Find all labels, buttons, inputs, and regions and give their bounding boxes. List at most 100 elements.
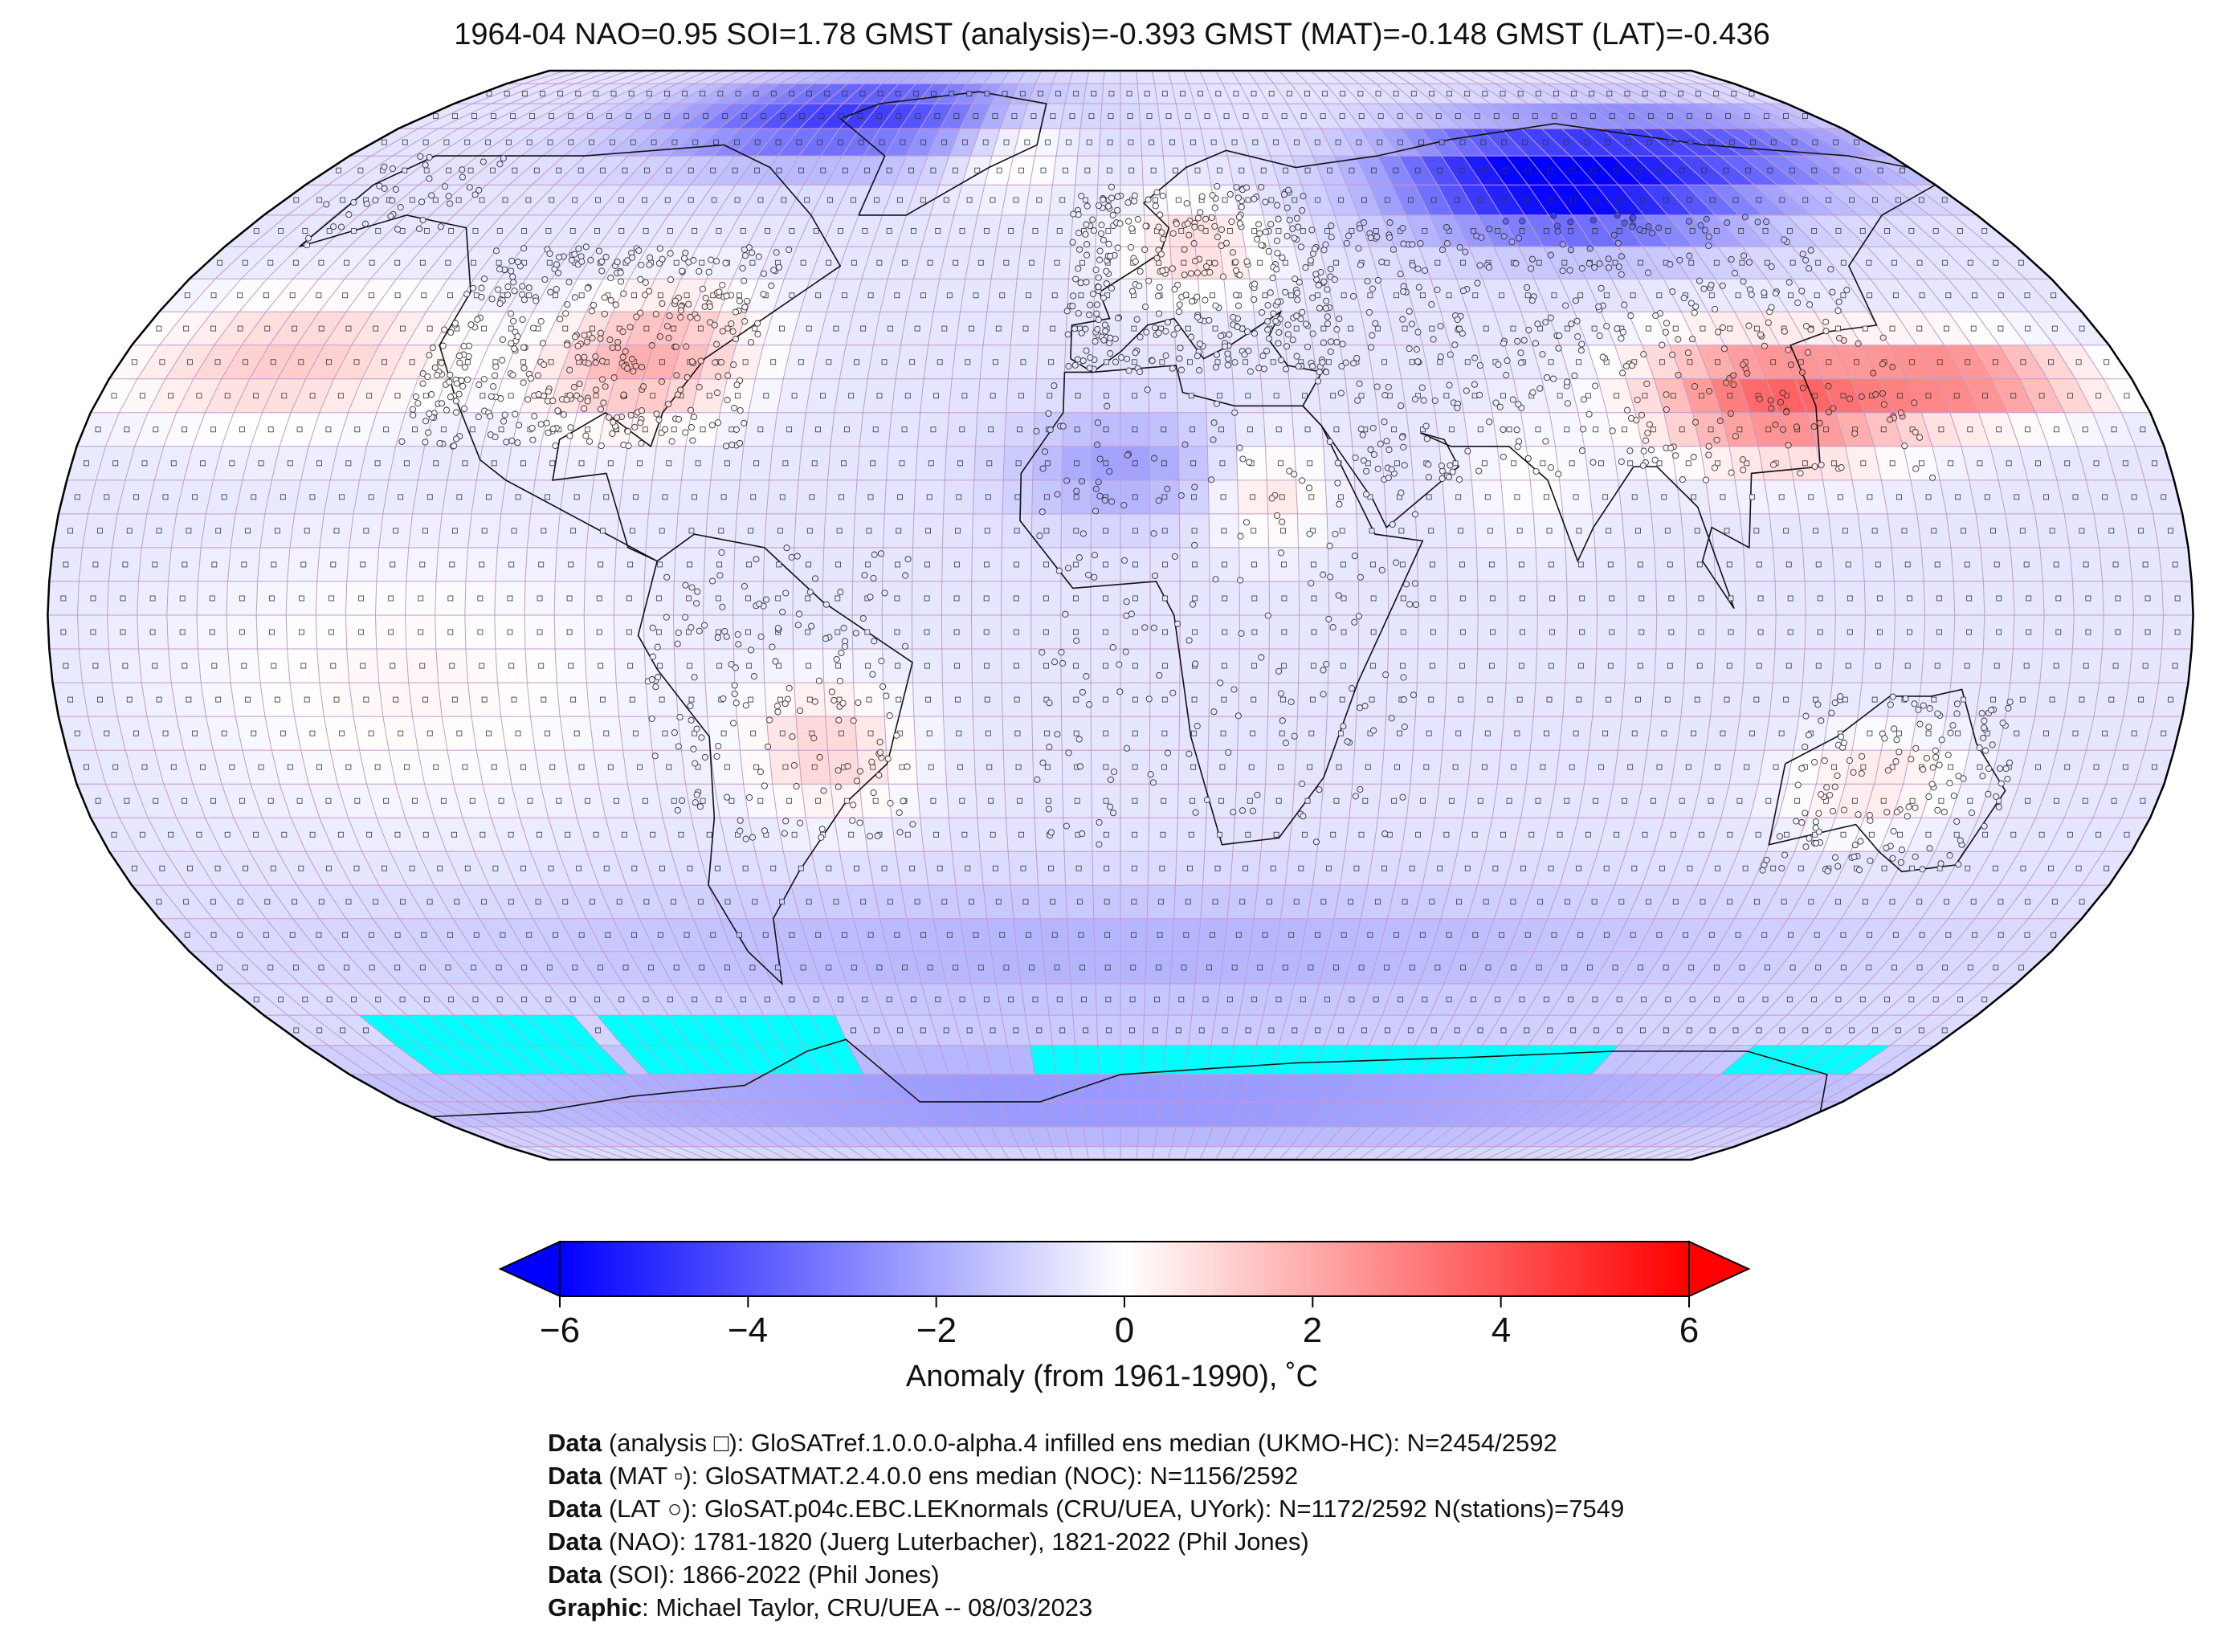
analysis-marker xyxy=(745,629,751,635)
analysis-marker xyxy=(839,730,844,736)
analysis-marker xyxy=(715,865,720,871)
analysis-marker xyxy=(1867,292,1873,299)
analysis-marker xyxy=(553,292,558,299)
analysis-marker xyxy=(1128,139,1134,145)
analysis-marker xyxy=(843,797,850,804)
analysis-marker xyxy=(1895,197,1901,203)
analysis-marker xyxy=(1699,831,1704,838)
analysis-marker xyxy=(264,325,271,332)
analysis-marker xyxy=(781,197,787,203)
analysis-marker xyxy=(1907,595,1912,602)
analysis-marker xyxy=(1557,393,1563,399)
analysis-marker xyxy=(627,561,634,568)
station-marker xyxy=(410,411,417,418)
analysis-marker xyxy=(1410,91,1417,97)
analysis-marker xyxy=(1854,359,1859,365)
analysis-marker xyxy=(664,113,671,120)
analysis-marker xyxy=(1190,764,1197,770)
analysis-marker xyxy=(2112,663,2119,669)
analysis-marker xyxy=(446,167,452,173)
analysis-marker xyxy=(1481,460,1487,467)
analysis-marker xyxy=(1219,764,1226,770)
analysis-marker xyxy=(224,393,231,399)
analysis-marker xyxy=(1045,139,1051,145)
analysis-marker xyxy=(1020,865,1026,871)
analysis-marker xyxy=(1757,629,1764,635)
analysis-marker xyxy=(1429,663,1435,669)
analysis-marker xyxy=(360,663,366,669)
station-marker xyxy=(622,348,629,355)
analysis-marker xyxy=(521,91,528,97)
analysis-marker xyxy=(1783,113,1789,120)
analysis-marker xyxy=(1488,663,1495,669)
analysis-marker xyxy=(1132,663,1138,669)
grid-cell xyxy=(1100,1101,1121,1128)
analysis-marker xyxy=(278,997,284,1002)
analysis-marker xyxy=(996,167,1002,173)
analysis-marker xyxy=(258,460,264,467)
analysis-marker xyxy=(1520,629,1525,635)
analysis-marker xyxy=(1104,932,1111,938)
analysis-marker xyxy=(1278,764,1283,770)
analysis-marker xyxy=(748,528,754,534)
analysis-marker xyxy=(1103,393,1109,399)
analysis-marker xyxy=(2067,831,2073,838)
analysis-marker xyxy=(1384,259,1390,266)
analysis-marker xyxy=(1514,494,1520,500)
analysis-marker xyxy=(1490,629,1496,635)
analysis-marker xyxy=(824,91,830,97)
analysis-marker xyxy=(1622,797,1627,804)
analysis-marker xyxy=(568,663,574,669)
analysis-marker xyxy=(935,997,941,1002)
analysis-marker xyxy=(344,965,349,971)
analysis-marker xyxy=(1512,113,1519,120)
analysis-marker xyxy=(1544,730,1549,736)
analysis-marker xyxy=(791,393,798,399)
analysis-marker xyxy=(835,663,842,669)
analysis-marker xyxy=(1324,997,1330,1002)
analysis-marker xyxy=(1612,965,1618,971)
analysis-marker xyxy=(471,113,477,120)
analysis-marker xyxy=(120,595,126,602)
analysis-marker xyxy=(63,561,69,568)
analysis-marker xyxy=(1045,797,1051,804)
station-marker xyxy=(747,339,755,346)
analysis-marker xyxy=(540,91,545,97)
analysis-marker xyxy=(399,997,406,1002)
analysis-marker xyxy=(426,494,433,500)
station-marker xyxy=(508,257,516,264)
analysis-marker xyxy=(445,259,451,266)
analysis-marker xyxy=(253,831,259,838)
analysis-marker xyxy=(263,292,269,299)
station-marker xyxy=(592,353,599,360)
analysis-marker xyxy=(782,764,789,770)
analysis-marker xyxy=(92,663,99,669)
analysis-marker xyxy=(1129,1027,1135,1034)
analysis-marker xyxy=(1603,292,1610,299)
analysis-marker xyxy=(1262,113,1268,120)
analysis-marker xyxy=(1281,113,1287,120)
analysis-marker xyxy=(263,932,269,938)
analysis-marker xyxy=(2075,865,2082,871)
analysis-marker xyxy=(1536,259,1542,266)
analysis-marker xyxy=(402,139,408,145)
analysis-marker xyxy=(965,359,971,365)
analysis-marker xyxy=(1459,663,1465,669)
analysis-marker xyxy=(1251,595,1258,602)
analysis-marker xyxy=(1079,259,1086,266)
analysis-marker xyxy=(1916,259,1923,266)
analysis-marker xyxy=(1188,393,1194,399)
analysis-marker xyxy=(498,797,504,804)
analysis-marker xyxy=(826,359,832,365)
analysis-marker xyxy=(472,997,479,1002)
analysis-marker xyxy=(820,167,826,173)
analysis-marker xyxy=(1437,865,1443,871)
analysis-marker xyxy=(928,764,934,770)
analysis-marker xyxy=(2111,426,2117,433)
analysis-marker xyxy=(504,91,510,97)
analysis-marker xyxy=(92,561,99,568)
analysis-marker xyxy=(304,696,310,703)
analysis-marker xyxy=(782,460,789,467)
analysis-marker xyxy=(1464,91,1471,97)
analysis-marker xyxy=(1900,167,1905,173)
